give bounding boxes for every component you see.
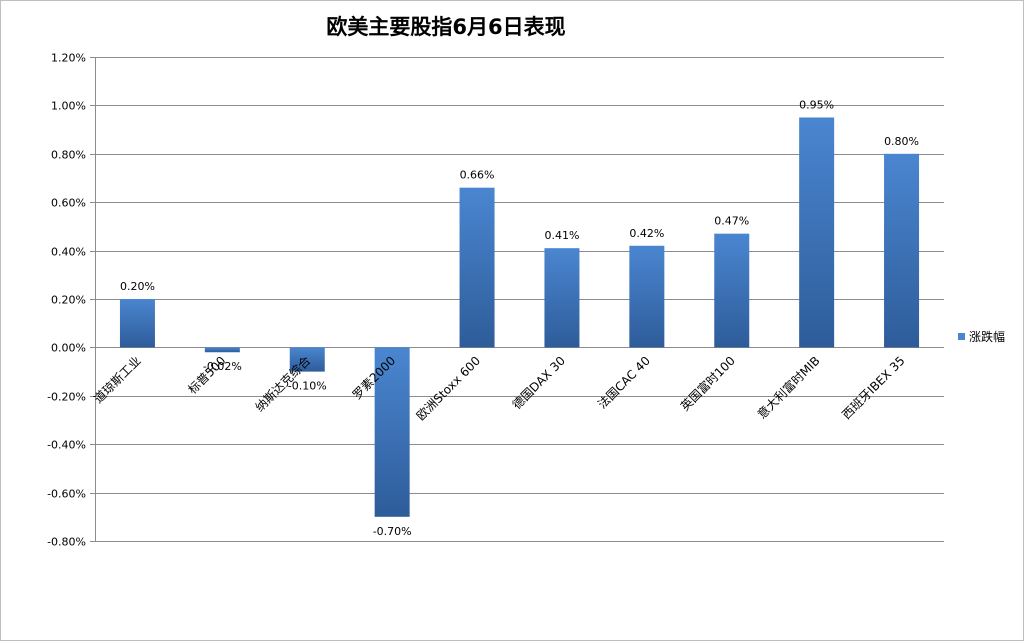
data-label: 0.80% bbox=[884, 135, 919, 148]
x-tick-label: 欧洲Stoxx 600 bbox=[414, 354, 483, 423]
data-label: -0.70% bbox=[373, 525, 412, 538]
y-tick-label: 0.40% bbox=[51, 246, 86, 259]
bar bbox=[374, 347, 410, 517]
y-tick-label: 1.00% bbox=[51, 100, 86, 113]
y-tick-label: -0.80% bbox=[47, 536, 86, 549]
y-tick-label: -0.60% bbox=[47, 488, 86, 501]
bar bbox=[799, 117, 835, 348]
bar bbox=[459, 187, 495, 348]
legend: 涨跌幅 bbox=[958, 328, 1005, 345]
data-label: 0.47% bbox=[714, 215, 749, 228]
bar bbox=[289, 347, 325, 372]
y-tick-label: 1.20% bbox=[51, 52, 86, 65]
y-tick-labels: 1.20% 1.00% 0.80% 0.60% 0.40% 0.20% 0.00% -0.20… bbox=[47, 52, 86, 549]
y-tick-label: 0.60% bbox=[51, 197, 86, 210]
data-label: -0.10% bbox=[288, 380, 327, 393]
bars bbox=[119, 117, 920, 517]
y-tick-label: 0.20% bbox=[51, 294, 86, 307]
legend-label: 涨跌幅 bbox=[969, 330, 1006, 344]
bar bbox=[204, 347, 240, 353]
bar bbox=[714, 233, 750, 348]
x-tick-label: 西班牙IBEX 35 bbox=[839, 354, 907, 422]
x-tick-labels: 道琼斯工业 标普500 纳斯达克综合 罗素2000 欧洲Stoxx 600 德国DAX 3… bbox=[91, 353, 908, 423]
x-tick-label: 道琼斯工业 bbox=[91, 353, 144, 406]
data-label: 0.42% bbox=[629, 227, 664, 240]
legend-swatch bbox=[958, 333, 965, 340]
data-label: 0.95% bbox=[799, 99, 834, 112]
y-tick-label: -0.40% bbox=[47, 439, 86, 452]
bar bbox=[884, 153, 920, 348]
bar bbox=[629, 245, 665, 348]
x-tick-label: 法国CAC 40 bbox=[595, 354, 653, 412]
data-labels: 0.20% -0.02% -0.10% -0.70% 0.66% 0.41% 0.42% 0.… bbox=[120, 99, 919, 538]
data-label: 0.66% bbox=[460, 169, 495, 182]
bar bbox=[544, 248, 580, 348]
x-tick-label: 德国DAX 30 bbox=[509, 353, 568, 412]
data-label: 0.41% bbox=[544, 229, 579, 242]
y-tick-label: 0.80% bbox=[51, 149, 86, 162]
x-tick-label: 英国富时100 bbox=[677, 353, 738, 414]
chart-title: 欧美主要股指6月6日表现 bbox=[326, 15, 566, 39]
data-label: 0.20% bbox=[120, 280, 155, 293]
y-tick-label: 0.00% bbox=[51, 342, 86, 355]
y-tick-label: -0.20% bbox=[47, 391, 86, 404]
x-tick-label: 意大利富时MIB bbox=[754, 353, 823, 422]
bar bbox=[119, 299, 155, 348]
data-label: -0.02% bbox=[203, 360, 242, 373]
